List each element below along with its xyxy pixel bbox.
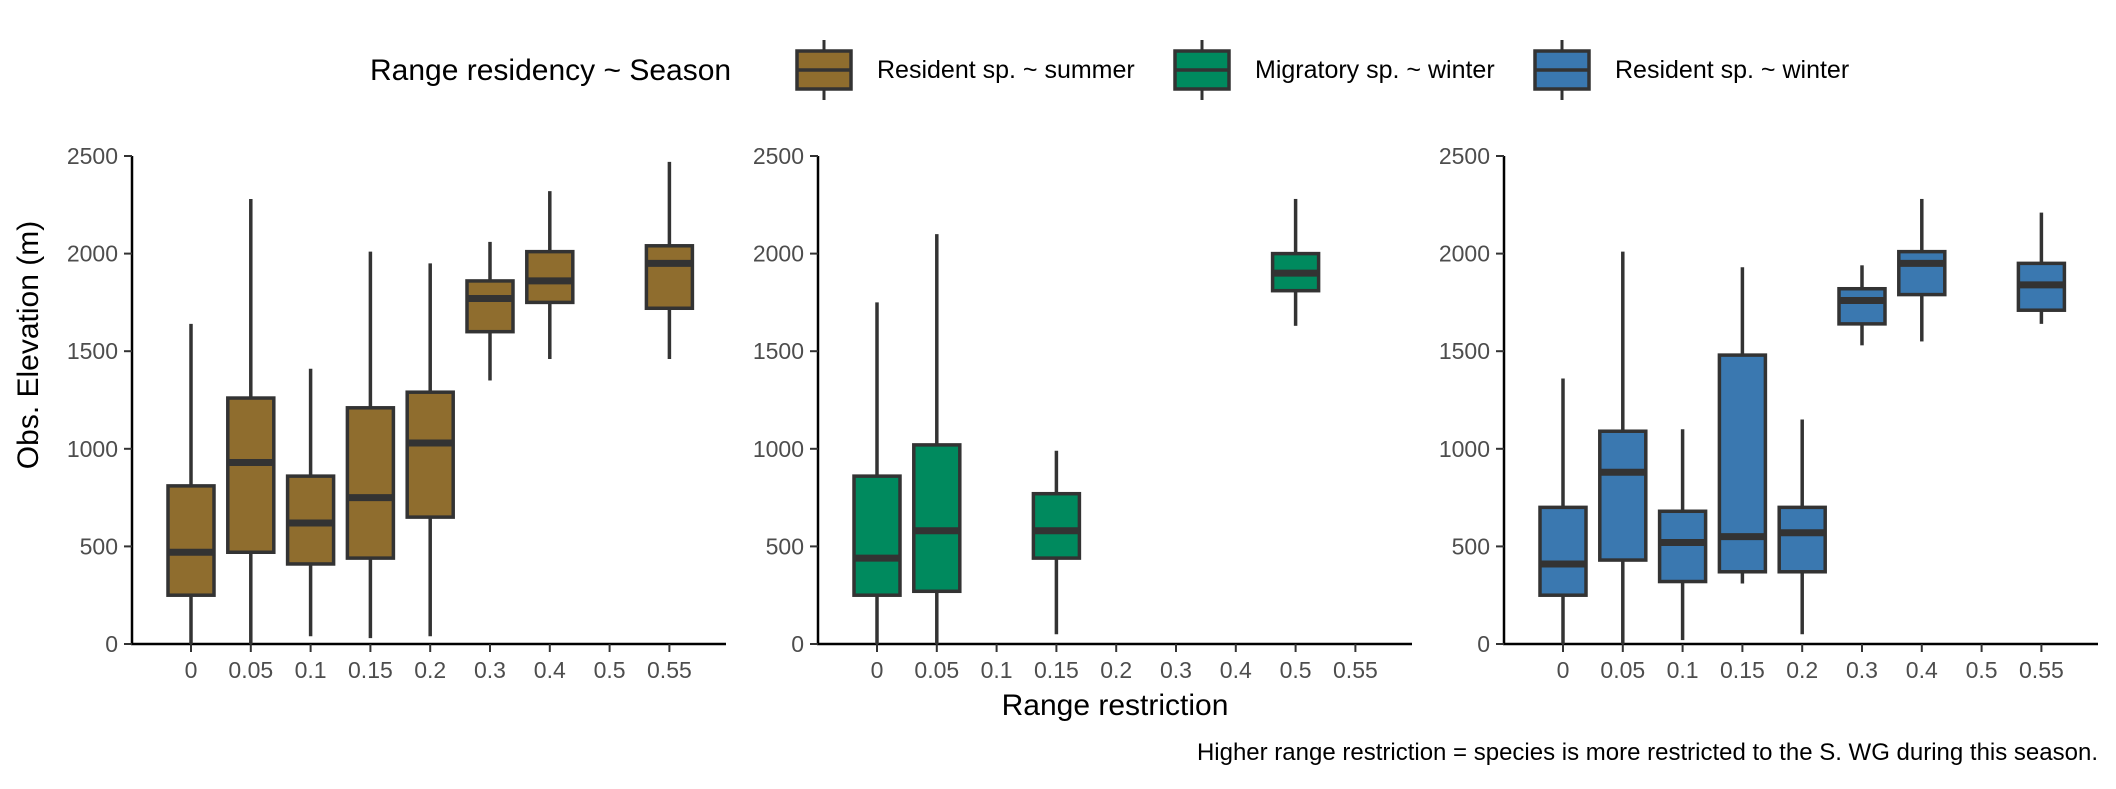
y-tick-label: 1500 — [1439, 338, 1490, 364]
x-tick-label: 0.05 — [1600, 657, 1645, 683]
box-iqr — [1657, 509, 1708, 584]
y-tick-label: 500 — [766, 533, 804, 559]
box-iqr — [226, 396, 276, 555]
box-0.15 — [345, 251, 396, 639]
x-tick-label: 0.1 — [1667, 657, 1699, 683]
x-tick-label: 0.2 — [1100, 657, 1132, 683]
box-0 — [166, 323, 216, 644]
caption: Higher range restriction = species is mo… — [1197, 739, 2098, 766]
x-tick-label: 0.15 — [1720, 657, 1765, 683]
y-tick-label: 0 — [791, 631, 804, 657]
y-tick-label: 1000 — [1439, 436, 1490, 462]
y-tick-label: 500 — [1452, 533, 1490, 559]
box-0.1 — [285, 368, 336, 637]
box-iqr — [1837, 286, 1887, 326]
y-tick-label: 2000 — [67, 241, 118, 267]
x-tick-label: 0.4 — [1906, 657, 1938, 683]
y-tick-label: 2000 — [753, 241, 804, 267]
facet-panel: 0 500 1000 1500 2000 2500 0 0.05 0.1 0.15 0.2 0.3 0.… — [753, 143, 1412, 683]
y-tick-label: 2500 — [753, 143, 804, 169]
box-iqr — [1538, 505, 1588, 597]
box-0.1 — [1657, 429, 1708, 641]
x-tick-label: 0.4 — [534, 657, 566, 683]
box-iqr — [166, 484, 216, 597]
legend: Range residency ~ Season Resident sp. ~ s… — [370, 40, 1849, 100]
x-tick-label: 0.5 — [1966, 657, 1998, 683]
facet-panel: 0 500 1000 1500 2000 2500 0 0.05 0.1 0.15 0.2 0.3 0.… — [67, 143, 726, 683]
y-tick-label: 500 — [80, 533, 118, 559]
y-tick-label: 1000 — [753, 436, 804, 462]
box-0.4 — [525, 191, 575, 360]
x-tick-label: 0.55 — [2019, 657, 2064, 683]
box-0.4 — [1897, 198, 1947, 342]
x-tick-label: 0 — [1557, 657, 1570, 683]
box-0.5 — [1270, 198, 1321, 326]
facet-panels: 0 500 1000 1500 2000 2500 0 0.05 0.1 0.15 0.2 0.3 0.… — [67, 143, 2098, 683]
box-0.15 — [1031, 450, 1082, 635]
box-iqr — [345, 406, 396, 560]
y-axis-title: Obs. Elevation (m) — [12, 221, 45, 469]
box-0.05 — [226, 198, 276, 644]
box-0.2 — [405, 263, 455, 637]
box-iqr — [1777, 505, 1827, 574]
box-0 — [1538, 378, 1588, 644]
y-tick-label: 0 — [105, 631, 118, 657]
y-tick-label: 1500 — [67, 338, 118, 364]
x-tick-label: 0.05 — [228, 657, 273, 683]
x-tick-label: 0.1 — [981, 657, 1013, 683]
x-tick-label: 0.15 — [348, 657, 393, 683]
y-tick-label: 2500 — [67, 143, 118, 169]
x-tick-label: 0.3 — [1846, 657, 1878, 683]
x-tick-label: 0.05 — [914, 657, 959, 683]
y-tick-label: 1000 — [67, 436, 118, 462]
x-tick-label: 0.55 — [1333, 657, 1378, 683]
x-tick-label: 0.15 — [1034, 657, 1079, 683]
box-iqr — [1598, 429, 1648, 562]
box-0.55 — [2016, 212, 2067, 324]
box-0.3 — [465, 241, 515, 381]
x-tick-label: 0.5 — [1280, 657, 1312, 683]
box-0 — [852, 302, 902, 644]
legend-label: Resident sp. ~ summer — [877, 56, 1135, 84]
legend-label: Resident sp. ~ winter — [1615, 56, 1849, 84]
y-tick-label: 1500 — [753, 338, 804, 364]
x-tick-label: 0.3 — [474, 657, 506, 683]
box-iqr — [912, 443, 962, 594]
box-0.15 — [1717, 267, 1768, 584]
y-tick-label: 0 — [1477, 631, 1490, 657]
x-tick-label: 0.2 — [414, 657, 446, 683]
x-tick-label: 0.3 — [1160, 657, 1192, 683]
x-tick-label: 0.5 — [594, 657, 626, 683]
box-0.05 — [1598, 251, 1648, 644]
box-0.3 — [1837, 265, 1887, 346]
legend-title: Range residency ~ Season — [370, 54, 731, 87]
box-iqr — [1031, 491, 1082, 560]
box-0.05 — [912, 234, 962, 644]
x-tick-label: 0.2 — [1786, 657, 1818, 683]
box-0.55 — [644, 161, 695, 360]
y-tick-label: 2500 — [1439, 143, 1490, 169]
box-iqr — [644, 244, 695, 311]
facet-panel: 0 500 1000 1500 2000 2500 0 0.05 0.1 0.15 0.2 0.3 0.… — [1439, 143, 2098, 683]
box-0.2 — [1777, 419, 1827, 635]
box-iqr — [465, 279, 515, 334]
x-tick-label: 0 — [185, 657, 198, 683]
x-tick-label: 0.55 — [647, 657, 692, 683]
y-tick-label: 2000 — [1439, 241, 1490, 267]
x-tick-label: 0.4 — [1220, 657, 1252, 683]
box-iqr — [852, 474, 902, 597]
box-iqr — [525, 249, 575, 305]
x-axis-title: Range restriction — [1002, 689, 1229, 722]
x-tick-label: 0 — [871, 657, 884, 683]
legend-label: Migratory sp. ~ winter — [1255, 56, 1495, 84]
box-iqr — [405, 390, 455, 519]
x-tick-label: 0.1 — [295, 657, 327, 683]
box-iqr — [1897, 249, 1947, 297]
